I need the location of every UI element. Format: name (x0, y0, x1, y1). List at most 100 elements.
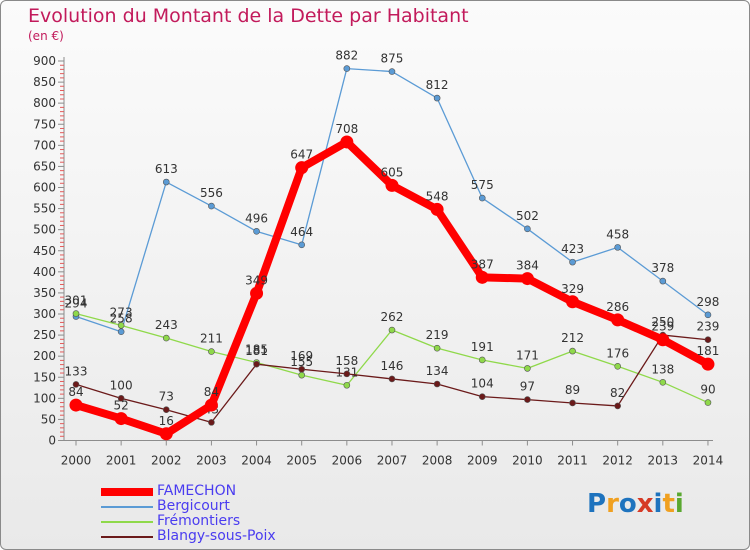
data-label: 882 (335, 49, 358, 63)
data-label: 211 (200, 332, 223, 346)
data-point (701, 357, 715, 371)
data-point (704, 399, 712, 406)
legend-label: FAMECHON (157, 483, 237, 499)
data-label: 250 (651, 315, 674, 329)
legend-label: Blangy-sous-Poix (157, 528, 276, 544)
data-label: 423 (561, 242, 584, 256)
data-label: 286 (606, 300, 629, 314)
x-tick-label: 2004 (241, 454, 272, 468)
legend-label: Bergicourt (157, 498, 230, 514)
data-label: 169 (290, 349, 313, 363)
legend-item: Frémontiers (101, 513, 421, 529)
y-tick-label: 50 (41, 412, 56, 426)
data-point (298, 365, 306, 373)
data-point (659, 379, 667, 386)
data-point (385, 178, 399, 192)
data-label: 100 (110, 378, 133, 392)
data-label: 575 (471, 178, 494, 192)
legend-swatch (101, 506, 153, 508)
y-tick-label: 450 (33, 244, 56, 258)
data-point (614, 362, 621, 370)
data-label: 138 (651, 362, 674, 376)
data-point (250, 286, 264, 300)
data-label: 605 (381, 165, 404, 179)
y-tick-label: 400 (33, 265, 56, 279)
y-tick-label: 200 (33, 349, 56, 363)
data-label: 496 (245, 211, 268, 225)
y-tick-label: 800 (33, 96, 56, 110)
data-point (162, 178, 170, 186)
data-point (524, 365, 531, 372)
data-point (343, 370, 351, 378)
logo-letter: i (674, 489, 684, 519)
data-point (117, 322, 125, 329)
data-label: 387 (471, 257, 494, 271)
data-label: 273 (110, 305, 133, 319)
data-point (704, 311, 712, 319)
data-label: 97 (520, 380, 535, 394)
data-label: 84 (68, 385, 83, 399)
x-tick-label: 2012 (602, 454, 633, 468)
data-point (433, 380, 441, 388)
data-label: 158 (335, 354, 358, 368)
data-label: 384 (516, 259, 539, 273)
data-point (388, 68, 396, 75)
data-label: 458 (606, 227, 629, 241)
y-tick-label: 850 (33, 75, 56, 89)
legend: FAMECHON Bergicourt Frémontiers Blangy-sous… (101, 483, 421, 544)
data-label: 155 (290, 355, 313, 369)
data-point (478, 356, 486, 364)
legend-swatch (101, 521, 153, 523)
data-label: 349 (245, 273, 268, 287)
x-tick-label: 2010 (512, 454, 543, 468)
data-label: 239 (697, 320, 720, 334)
x-tick-label: 2008 (422, 454, 453, 468)
data-label: 812 (426, 78, 449, 92)
data-label: 73 (159, 390, 174, 404)
data-label: 146 (381, 359, 404, 373)
x-tick-label: 2002 (151, 454, 182, 468)
data-label: 134 (426, 364, 449, 378)
y-tick-label: 100 (33, 391, 56, 405)
data-point (569, 347, 576, 355)
data-point (117, 328, 125, 336)
data-point (388, 375, 396, 383)
series-famechon: 84 52 16 84 349 647 708 605 548 387 384 329 286 239 18… (68, 122, 719, 441)
data-point (475, 270, 489, 284)
data-label: 181 (245, 344, 268, 358)
data-point (69, 398, 83, 412)
data-point (478, 393, 486, 400)
chart-subtitle: (en €) (28, 29, 64, 43)
data-label: 243 (155, 318, 178, 332)
data-label: 301 (65, 294, 88, 308)
x-tick-label: 2006 (332, 454, 363, 468)
data-point (72, 310, 80, 317)
data-label: 464 (290, 225, 313, 239)
data-label: 104 (471, 377, 494, 391)
y-tick-label: 350 (33, 286, 56, 300)
data-label: 89 (565, 383, 580, 397)
data-point (524, 396, 531, 403)
y-tick-label: 0 (48, 434, 56, 448)
logo-letter: r (606, 489, 619, 519)
x-tick-label: 2001 (106, 454, 137, 468)
legend-item: Bergicourt (101, 498, 421, 514)
data-label: 556 (200, 186, 223, 200)
logo-letter: x (636, 489, 654, 519)
data-point (614, 244, 621, 251)
x-tick-label: 2014 (693, 454, 724, 468)
data-point (569, 399, 576, 407)
data-point (253, 360, 260, 368)
x-tick-label: 2003 (196, 454, 227, 468)
data-label: 378 (651, 261, 674, 275)
series-fr-montiers: 3012732432111851551312622191911712121761… (65, 294, 716, 406)
data-label: 185 (245, 342, 268, 356)
y-tick-label: 650 (33, 159, 56, 173)
x-tick-label: 2009 (467, 454, 498, 468)
data-point (72, 381, 80, 388)
data-point (340, 135, 354, 149)
data-label: 16 (159, 414, 174, 428)
data-point (524, 225, 531, 233)
data-point (569, 258, 576, 266)
